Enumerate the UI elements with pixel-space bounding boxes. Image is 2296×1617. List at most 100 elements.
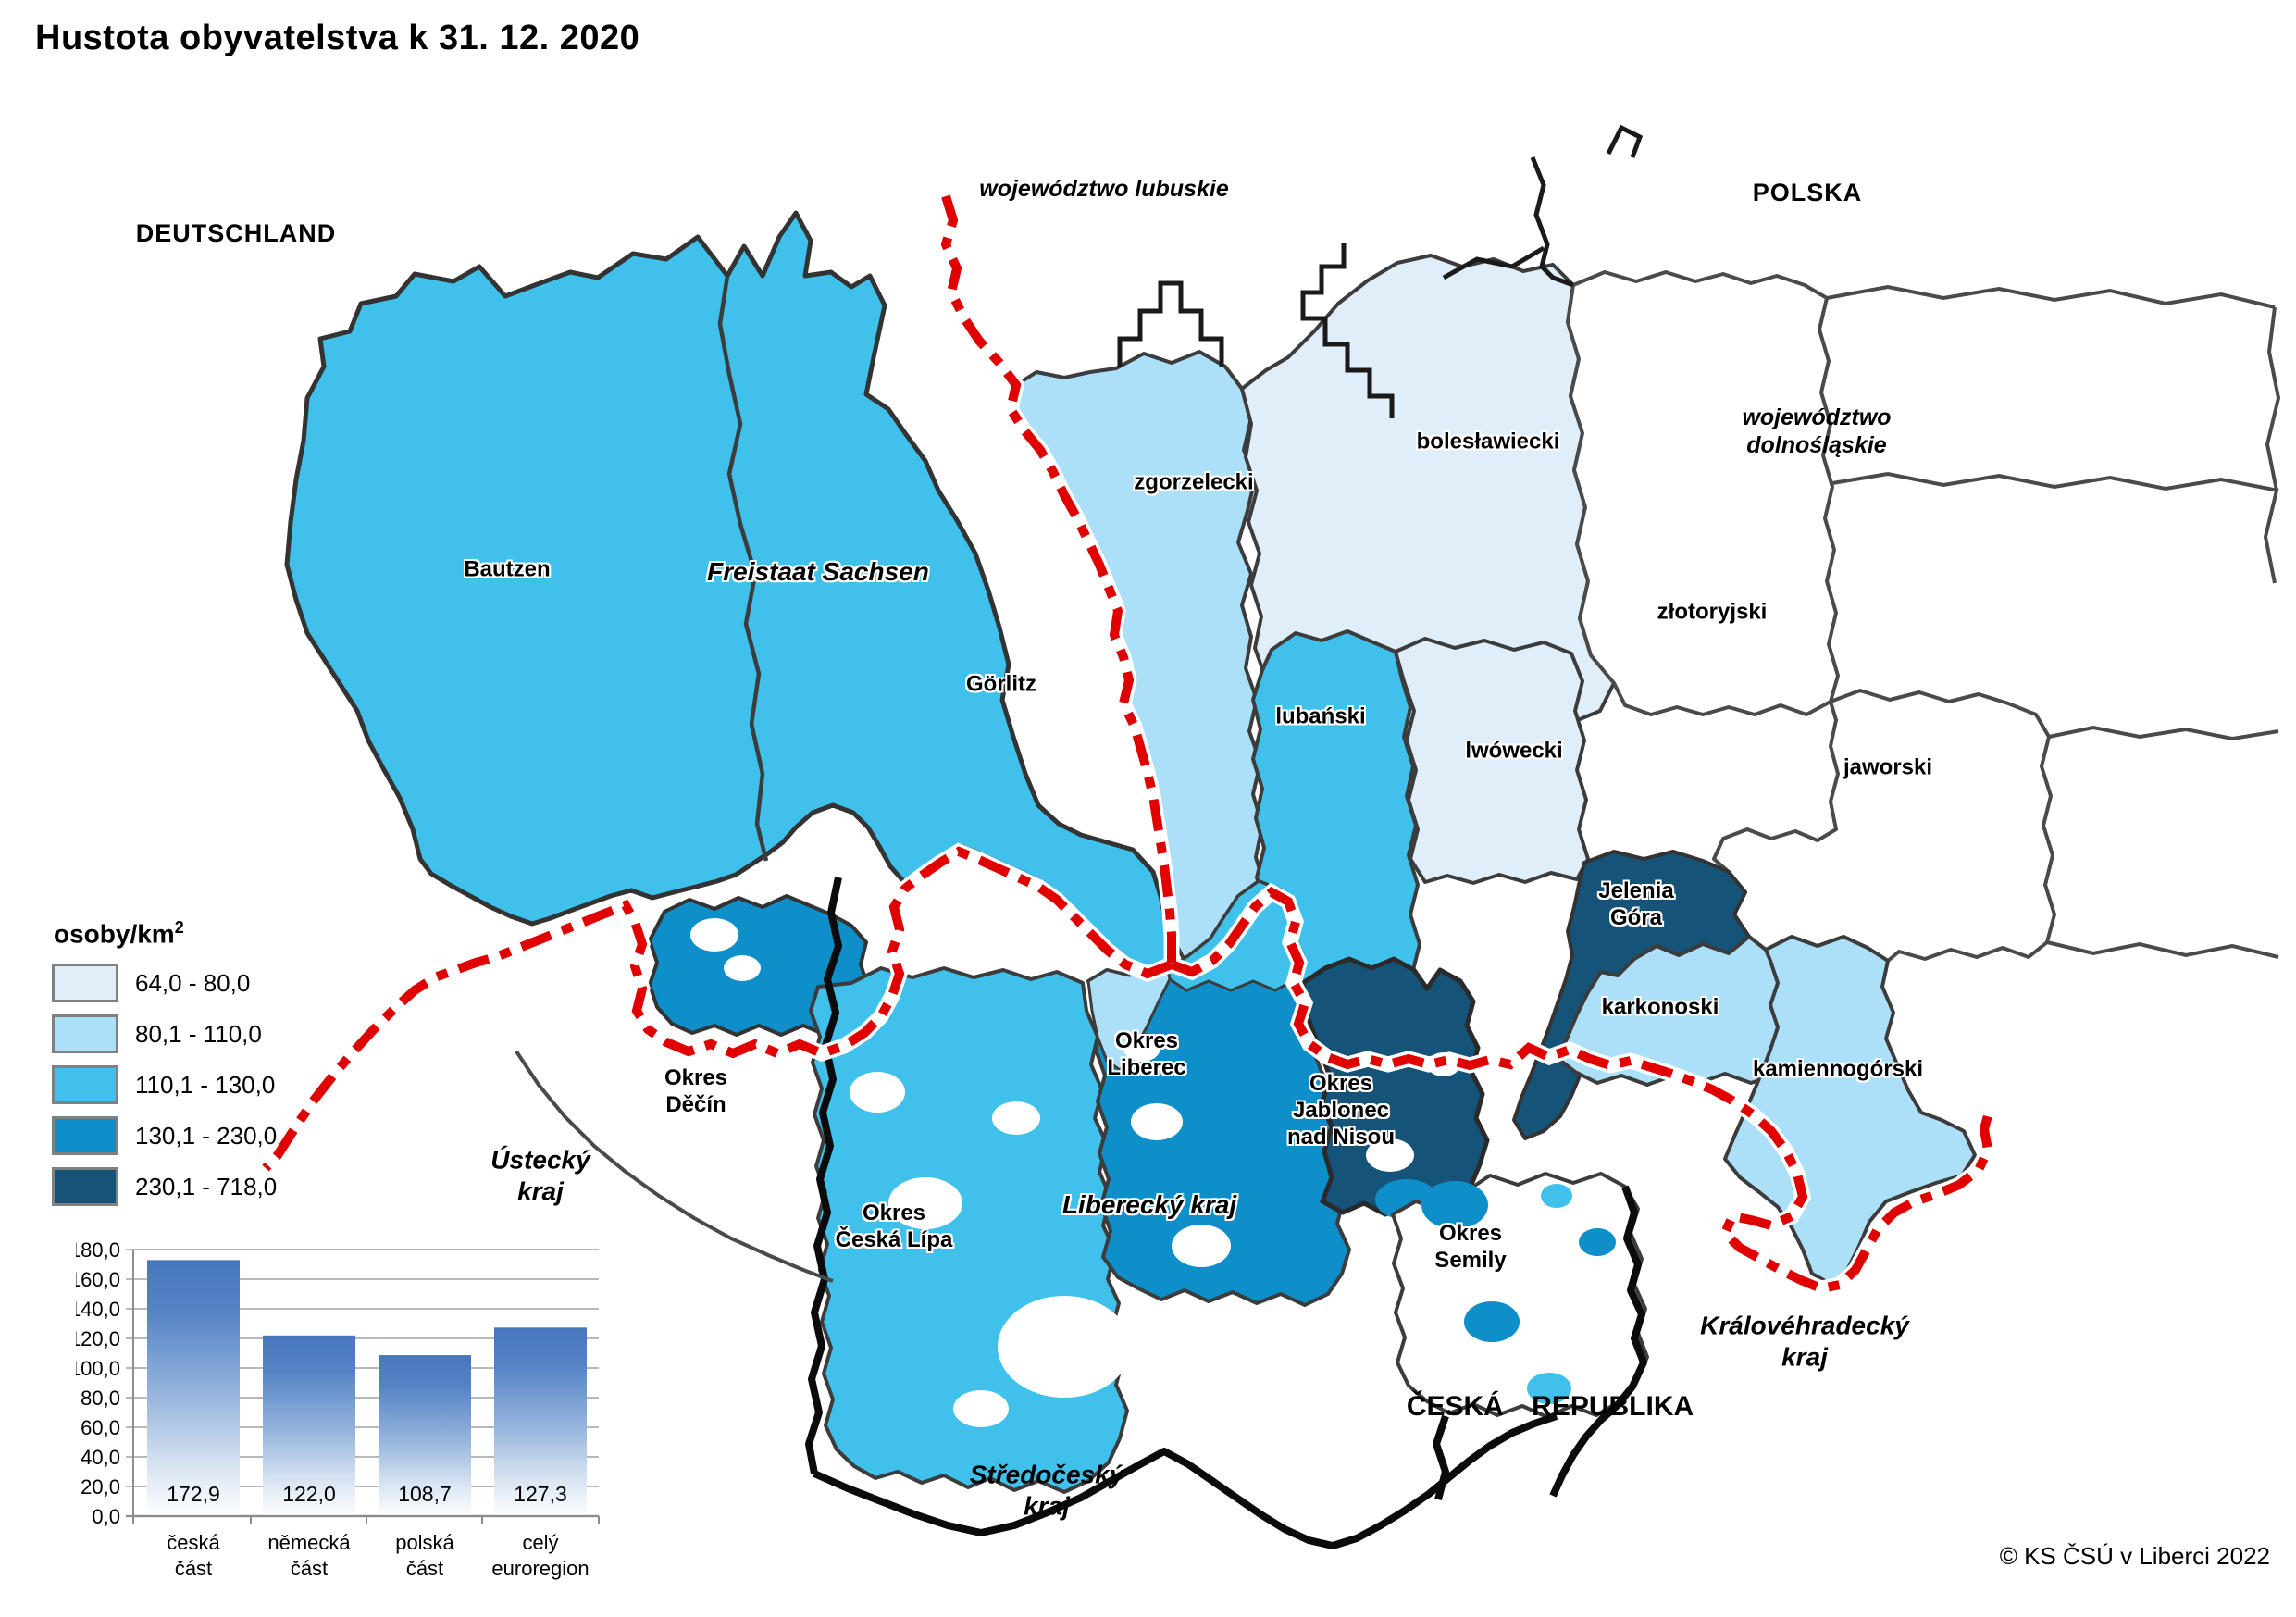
semily-blue-patch <box>1464 1301 1520 1342</box>
svg-text:20,0: 20,0 <box>81 1475 120 1499</box>
label-polska: POLSKA <box>1752 178 1863 206</box>
legend-row: 110,1 - 130,0 <box>52 1065 277 1105</box>
svg-text:80,0: 80,0 <box>81 1387 120 1410</box>
label-lubanski: lubański <box>1275 703 1366 729</box>
bar-chart-svg: 0,0 20,0 40,0 60,0 80,0 100,0 120,0 140,0 160,0 1… <box>69 1238 600 1580</box>
semily-cyan-patch <box>1541 1184 1572 1208</box>
label-stredocesky-kraj: Středočeský kraj <box>969 1460 1124 1520</box>
region-kamiennogorski <box>1723 935 1977 1287</box>
legend-swatch-1 <box>52 964 118 1003</box>
lipa-white-patch <box>992 1101 1040 1135</box>
legend-swatch-3 <box>52 1065 118 1105</box>
svg-text:100,0: 100,0 <box>76 1357 120 1380</box>
page-title: Hustota obyvatelstva k 31. 12. 2020 <box>35 19 640 57</box>
legend-row: 230,1 - 718,0 <box>52 1167 278 1207</box>
svg-text:euroregion: euroregion <box>491 1557 589 1580</box>
label-jaworski: jaworski <box>1843 754 1933 780</box>
legend-label-1: 64,0 - 80,0 <box>135 968 251 997</box>
lipa-white-patch <box>998 1296 1131 1398</box>
label-kamiennogorski: kamiennogórski <box>1752 1056 1924 1082</box>
legend-label-2: 80,1 - 110,0 <box>135 1019 262 1048</box>
legend-label-5: 230,1 - 718,0 <box>135 1172 278 1200</box>
label-karkonoski: karkonoski <box>1601 994 1719 1020</box>
copyright: © KS ČSÚ v Liberci 2022 <box>1999 1542 2270 1570</box>
legend-title: osoby/km2 <box>54 918 184 949</box>
svg-text:108,7: 108,7 <box>398 1482 452 1506</box>
svg-text:60,0: 60,0 <box>81 1416 120 1439</box>
label-okres-ceska-lipa: Okres Česká Lípa <box>835 1200 953 1252</box>
svg-text:127,3: 127,3 <box>514 1482 567 1506</box>
svg-text:122,0: 122,0 <box>282 1482 336 1506</box>
region-jablonec <box>1300 956 1490 1217</box>
semily-blue-patch <box>1421 1181 1488 1229</box>
liberec-white-patch <box>1131 1103 1183 1140</box>
lipa-white-patch <box>888 1177 962 1229</box>
hook-white-patch <box>724 955 761 981</box>
label-woj-lubuskie: województwo lubuskie <box>979 176 1229 202</box>
bar-3 <box>494 1327 587 1516</box>
boundary-kraj <box>805 877 1647 1549</box>
region-zlotoryjski <box>1566 270 1840 716</box>
legend-label-4: 130,1 - 230,0 <box>135 1121 278 1150</box>
svg-text:172,9: 172,9 <box>167 1482 220 1506</box>
region-karkonoski <box>1557 935 1788 1087</box>
border-cz-pl <box>1170 886 1994 1294</box>
border-de-cz <box>262 846 1173 1172</box>
liberec-white-patch <box>1172 1225 1231 1267</box>
label-boleslawiecki: bolesławiecki <box>1416 429 1560 454</box>
svg-text:0,0: 0,0 <box>92 1505 120 1528</box>
label-ceska-republika: ČESKÁ REPUBLIKA <box>1406 1391 1694 1422</box>
svg-text:část: část <box>406 1557 443 1580</box>
state-border-red <box>262 194 1994 1294</box>
liberec-white-patch <box>1123 1034 1160 1062</box>
legend-swatch-2 <box>52 1014 118 1054</box>
label-bautzen: Bautzen <box>464 556 551 582</box>
bar-0 <box>147 1260 240 1516</box>
label-okres-semily: Okres Semily <box>1434 1221 1507 1273</box>
legend-label-3: 110,1 - 130,0 <box>135 1070 276 1099</box>
svg-text:česká: česká <box>167 1531 220 1554</box>
label-gorlitz: Görlitz <box>966 671 1036 697</box>
svg-text:160,0: 160,0 <box>76 1268 120 1291</box>
svg-text:120,0: 120,0 <box>76 1327 120 1350</box>
label-freistaat-sachsen: Freistaat Sachsen <box>707 557 929 587</box>
legend-swatch-4 <box>52 1116 118 1156</box>
label-jelenia-gora: Jelenia Góra <box>1598 878 1674 930</box>
label-liberecky-kraj: Liberecký kraj <box>1061 1190 1237 1220</box>
boundary-lubuskie <box>1117 124 1644 418</box>
density-bar-chart: 0,0 20,0 40,0 60,0 80,0 100,0 120,0 140,0 160,0 1… <box>69 1237 631 1617</box>
label-okres-jablonec: Okres Jablonec nad Nisou <box>1286 1070 1396 1150</box>
region-lwowecki <box>1394 637 1590 885</box>
boundary-ne-white-regions <box>1826 284 2281 959</box>
lipa-white-patch <box>850 1072 905 1113</box>
legend-row: 80,1 - 110,0 <box>52 1014 277 1054</box>
legend-row: 64,0 - 80,0 <box>52 964 277 1003</box>
bar-1 <box>263 1335 355 1516</box>
hook-white-patch <box>690 918 738 952</box>
lipa-white-patch <box>953 1390 1009 1427</box>
svg-text:část: část <box>175 1557 212 1580</box>
legend-row: 130,1 - 230,0 <box>52 1116 278 1156</box>
semily-blue-patch <box>1579 1228 1616 1256</box>
svg-text:40,0: 40,0 <box>81 1446 120 1469</box>
label-woj-dolnoslaskie: województwo dolnośląskie <box>1742 404 1892 458</box>
semily-cyan-patch <box>1527 1373 1571 1404</box>
label-lwowecki: lwówecki <box>1465 738 1563 764</box>
jablonec-white-patch <box>1366 1138 1414 1172</box>
legend: osoby/km2 64,0 - 80,0 80,1 - 110,0 110,1… <box>52 918 277 1218</box>
label-zlotoryjski: złotoryjski <box>1657 599 1768 625</box>
label-deutschland: DEUTSCHLAND <box>135 218 337 247</box>
svg-text:180,0: 180,0 <box>76 1238 120 1262</box>
label-okres-decin: Okres Děčín <box>664 1065 728 1117</box>
label-zgorzelecki: zgorzelecki <box>1134 469 1254 495</box>
svg-text:německá: německá <box>267 1531 351 1554</box>
svg-text:celý: celý <box>522 1531 558 1554</box>
label-kralovehradecky-kraj: Královéhradecký kraj <box>1700 1311 1909 1371</box>
boundary-bautzen-gorlitz <box>717 275 769 862</box>
svg-text:140,0: 140,0 <box>76 1298 120 1321</box>
label-okres-liberec: Okres Liberec <box>1107 1028 1186 1080</box>
region-jaworski <box>1712 689 2056 963</box>
svg-text:polská: polská <box>395 1531 454 1554</box>
